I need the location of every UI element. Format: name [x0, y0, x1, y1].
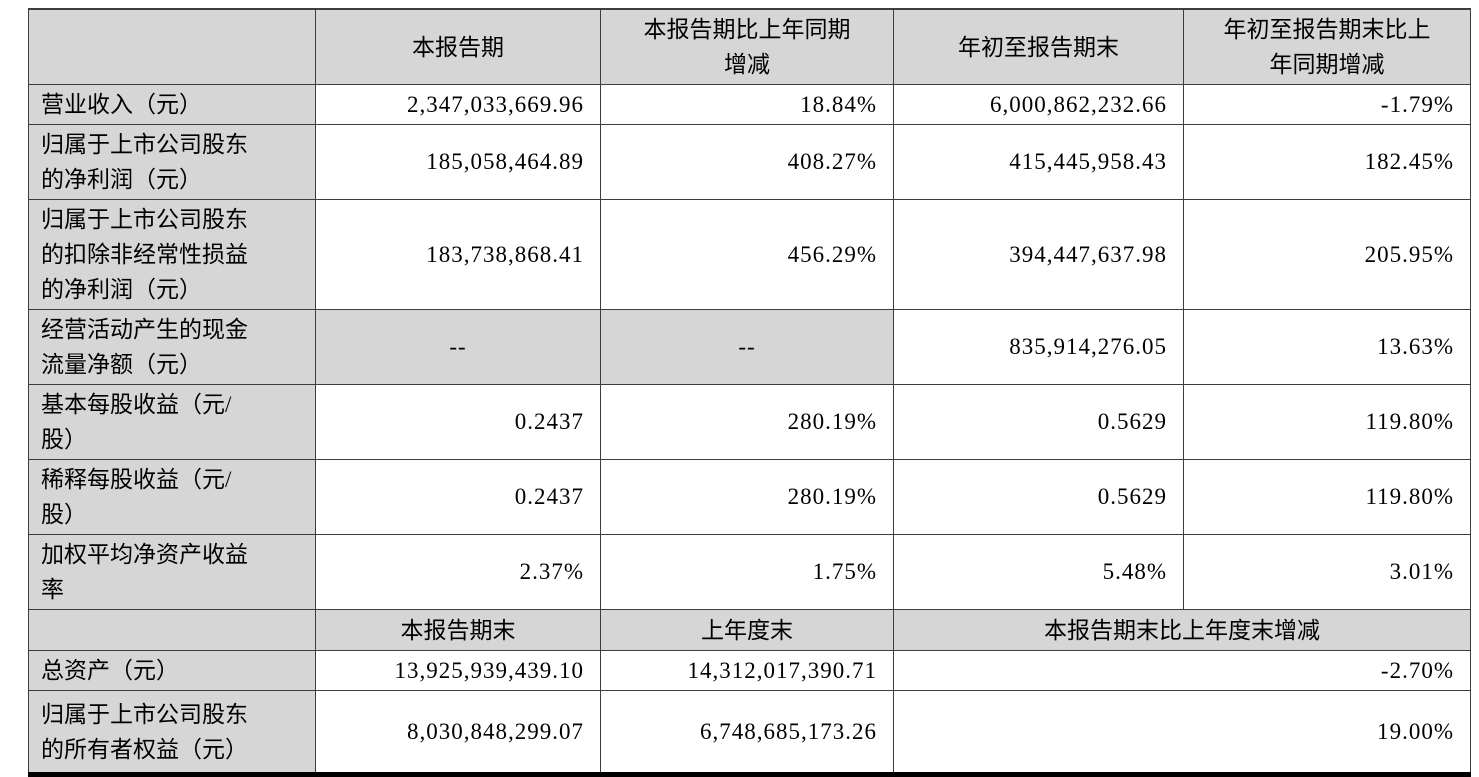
cell-period-end: 13,925,939,439.10 — [315, 650, 601, 691]
cell-ytd: 0.5629 — [893, 459, 1184, 535]
cell-prior-year-end: 14,312,017,390.71 — [600, 650, 894, 691]
cell-current-period-yoy-na: -- — [600, 309, 894, 385]
table-row-operating-cash-flow: 经营活动产生的现金流量净额（元） -- -- 835,914,276.05 13… — [28, 309, 1471, 385]
sub-header-cell-period-end: 本报告期末 — [315, 609, 601, 651]
header-cell-current-period: 本报告期 — [315, 8, 601, 85]
cell-ytd: 835,914,276.05 — [893, 309, 1184, 385]
cell-ytd-yoy: 119.80% — [1183, 459, 1471, 535]
sub-header-cell-change: 本报告期末比上年度末增减 — [893, 609, 1471, 651]
cell-ytd: 6,000,862,232.66 — [893, 84, 1184, 125]
header-cell-ytd-yoy: 年初至报告期末比上年同期增减 — [1183, 8, 1471, 85]
cell-ytd-yoy: 119.80% — [1183, 384, 1471, 460]
cell-ytd-yoy: 3.01% — [1183, 534, 1471, 610]
row-label: 归属于上市公司股东的所有者权益（元） — [28, 690, 316, 775]
row-label: 归属于上市公司股东的净利润（元） — [28, 124, 316, 200]
row-label: 归属于上市公司股东的扣除非经常性损益的净利润（元） — [28, 199, 316, 310]
cell-current-period-yoy: 18.84% — [600, 84, 894, 125]
cell-ytd: 415,445,958.43 — [893, 124, 1184, 200]
table-row-net-profit-excl-nonrecurring: 归属于上市公司股东的扣除非经常性损益的净利润（元） 183,738,868.41… — [28, 199, 1471, 310]
row-label: 营业收入（元） — [28, 84, 316, 125]
cell-ytd-yoy: 182.45% — [1183, 124, 1471, 200]
cell-period-end: 8,030,848,299.07 — [315, 690, 601, 775]
cell-ytd: 394,447,637.98 — [893, 199, 1184, 310]
row-label: 基本每股收益（元/股） — [28, 384, 316, 460]
financial-summary-table: 本报告期 本报告期比上年同期增减 年初至报告期末 年初至报告期末比上年同期增减 … — [28, 8, 1471, 777]
cell-current-period: 2,347,033,669.96 — [315, 84, 601, 125]
cell-prior-year-end: 6,748,685,173.26 — [600, 690, 894, 775]
cell-ytd-yoy: 205.95% — [1183, 199, 1471, 310]
cell-current-period-yoy: 408.27% — [600, 124, 894, 200]
cell-current-period-yoy: 280.19% — [600, 459, 894, 535]
header-cell-empty — [28, 8, 316, 85]
cell-ytd-yoy: 13.63% — [1183, 309, 1471, 385]
cell-current-period: 2.37% — [315, 534, 601, 610]
cell-change: 19.00% — [893, 690, 1471, 775]
cell-change: -2.70% — [893, 650, 1471, 691]
table-row-total-assets: 总资产（元） 13,925,939,439.10 14,312,017,390.… — [28, 650, 1471, 691]
cell-ytd: 0.5629 — [893, 384, 1184, 460]
table-row-revenue: 营业收入（元） 2,347,033,669.96 18.84% 6,000,86… — [28, 84, 1471, 125]
cell-current-period: 185,058,464.89 — [315, 124, 601, 200]
sub-header-row: 本报告期末 上年度末 本报告期末比上年度末增减 — [28, 609, 1471, 651]
cell-current-period-yoy: 1.75% — [600, 534, 894, 610]
row-label: 稀释每股收益（元/股） — [28, 459, 316, 535]
table-row-owners-equity: 归属于上市公司股东的所有者权益（元） 8,030,848,299.07 6,74… — [28, 690, 1471, 775]
header-cell-ytd: 年初至报告期末 — [893, 8, 1184, 85]
cell-current-period-na: -- — [315, 309, 601, 385]
cell-current-period-yoy: 280.19% — [600, 384, 894, 460]
row-label: 加权平均净资产收益率 — [28, 534, 316, 610]
cell-current-period: 0.2437 — [315, 459, 601, 535]
table-row-basic-eps: 基本每股收益（元/股） 0.2437 280.19% 0.5629 119.80… — [28, 384, 1471, 460]
table-row-net-profit: 归属于上市公司股东的净利润（元） 185,058,464.89 408.27% … — [28, 124, 1471, 200]
cell-ytd-yoy: -1.79% — [1183, 84, 1471, 125]
cell-current-period: 183,738,868.41 — [315, 199, 601, 310]
row-label: 经营活动产生的现金流量净额（元） — [28, 309, 316, 385]
cell-current-period-yoy: 456.29% — [600, 199, 894, 310]
header-row: 本报告期 本报告期比上年同期增减 年初至报告期末 年初至报告期末比上年同期增减 — [28, 8, 1471, 85]
table-row-diluted-eps: 稀释每股收益（元/股） 0.2437 280.19% 0.5629 119.80… — [28, 459, 1471, 535]
header-cell-current-period-yoy: 本报告期比上年同期增减 — [600, 8, 894, 85]
cell-current-period: 0.2437 — [315, 384, 601, 460]
sub-header-cell-empty — [28, 609, 316, 651]
row-label: 总资产（元） — [28, 650, 316, 691]
cell-ytd: 5.48% — [893, 534, 1184, 610]
sub-header-cell-prior-year-end: 上年度末 — [600, 609, 894, 651]
table-row-weighted-avg-roe: 加权平均净资产收益率 2.37% 1.75% 5.48% 3.01% — [28, 534, 1471, 610]
